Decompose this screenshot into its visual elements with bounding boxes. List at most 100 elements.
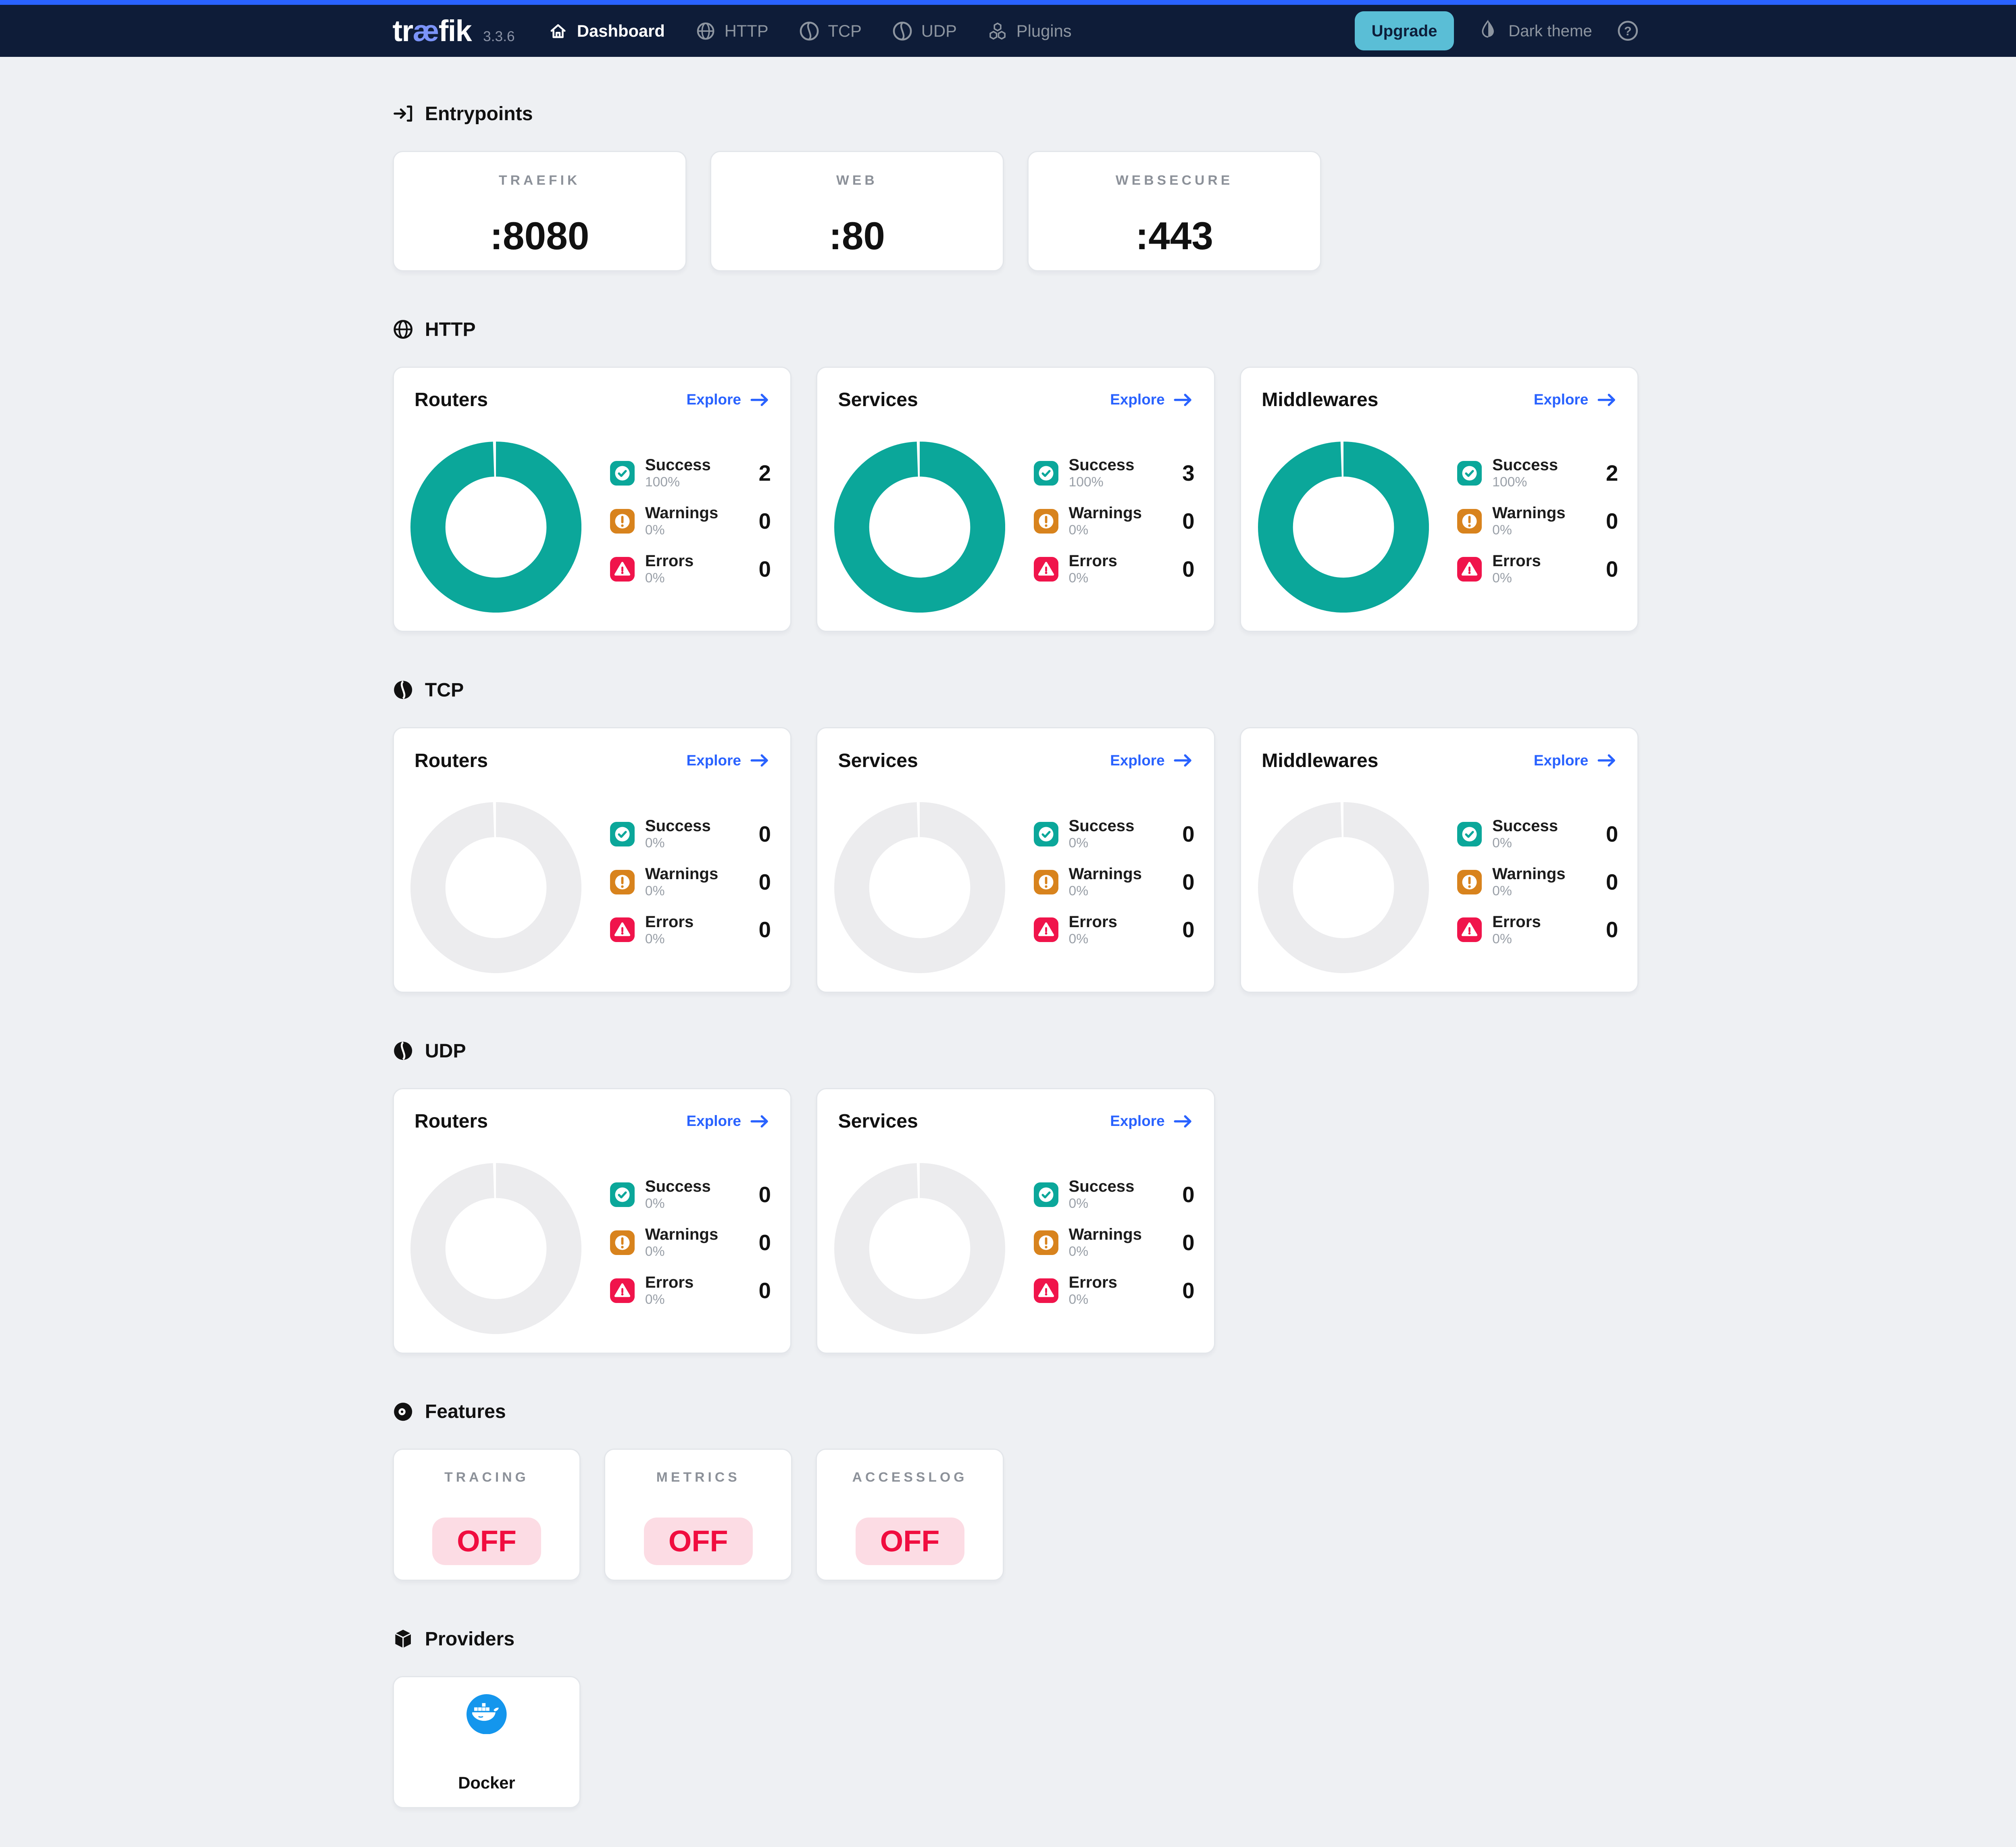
warnings-stat: Warnings 0% 0	[1033, 504, 1195, 539]
explore-link[interactable]: Explore	[1110, 1113, 1193, 1130]
dark-theme-toggle[interactable]: Dark theme	[1479, 19, 1592, 43]
feature-card-metrics: METRICS OFF	[604, 1449, 793, 1581]
section-features: Features TRACING OFF METRICS OFF ACCESSL…	[392, 1400, 1639, 1581]
provider-card-docker[interactable]: Docker	[392, 1676, 581, 1808]
warning-icon	[1033, 509, 1058, 534]
errors-stat: Errors 0% 0	[1457, 552, 1618, 587]
stat-value: 0	[758, 1230, 771, 1255]
nav-item-plugins[interactable]: Plugins	[988, 21, 1072, 41]
entrypoint-port: :80	[829, 215, 885, 258]
success-icon	[1457, 461, 1482, 486]
success-icon	[610, 821, 635, 846]
entrypoint-port: :8080	[489, 215, 589, 258]
feature-card-accesslog: ACCESSLOG OFF	[816, 1449, 1004, 1581]
arrow-right-icon	[750, 393, 768, 406]
version-label: 3.3.6	[483, 28, 515, 44]
feature-name: ACCESSLOG	[852, 1469, 968, 1485]
explore-link[interactable]: Explore	[687, 752, 770, 769]
entrypoint-port: :443	[1135, 215, 1214, 258]
navbar: træfik 3.3.6 Dashboard HTTP TCP UDP	[0, 0, 2016, 57]
nav-item-dashboard[interactable]: Dashboard	[548, 21, 665, 41]
warning-icon	[610, 1230, 635, 1255]
stat-value: 0	[758, 1278, 771, 1303]
stat-value: 0	[1606, 509, 1618, 534]
explore-link[interactable]: Explore	[1534, 752, 1617, 769]
warning-icon	[1033, 1230, 1058, 1255]
success-stat: Success 0% 0	[1457, 817, 1618, 852]
explore-link[interactable]: Explore	[1534, 391, 1617, 408]
warning-icon	[610, 509, 635, 534]
warnings-stat: Warnings 0% 0	[1033, 865, 1195, 900]
errors-stat: Errors 0% 0	[1033, 552, 1195, 587]
logo-wordmark: træfik	[392, 14, 472, 48]
stat-value: 0	[758, 917, 771, 942]
warnings-stat: Warnings 0% 0	[610, 1225, 771, 1260]
success-icon	[1457, 821, 1482, 846]
error-icon	[1457, 557, 1482, 582]
package-box-icon	[393, 1628, 413, 1649]
entrypoint-name: WEB	[836, 173, 878, 188]
hexagons-icon	[988, 21, 1007, 41]
entrypoint-card-traefik[interactable]: TRAEFIK :8080	[392, 151, 687, 271]
stat-value: 0	[758, 509, 771, 534]
warnings-stat: Warnings 0% 0	[610, 504, 771, 539]
entrypoint-card-websecure[interactable]: WEBSECURE :443	[1027, 151, 1322, 271]
stat-value: 0	[758, 557, 771, 582]
success-stat: Success 0% 0	[610, 817, 771, 852]
arrow-right-icon	[1174, 1115, 1192, 1128]
tcp-routers-card: Routers Explore Success 0% 0 Warnings 0% 0	[392, 727, 792, 993]
provider-name: Docker	[458, 1773, 515, 1792]
warning-icon	[1033, 869, 1058, 894]
card-title: Middlewares	[1262, 749, 1379, 771]
explore-link[interactable]: Explore	[1110, 752, 1193, 769]
stat-value: 0	[1182, 821, 1195, 846]
stat-value: 0	[758, 869, 771, 894]
success-stat: Success 100% 2	[610, 456, 771, 491]
nav-item-udp[interactable]: UDP	[893, 21, 957, 41]
stat-value: 0	[1182, 1230, 1195, 1255]
arrow-right-icon	[1597, 393, 1615, 406]
arrow-right-icon	[1597, 754, 1615, 767]
arrow-right-icon	[1174, 393, 1192, 406]
udp-routers-card: Routers Explore Success 0% 0 Warnings 0% 0	[392, 1088, 792, 1354]
main-nav: Dashboard HTTP TCP UDP Plugins	[548, 21, 1072, 41]
nav-item-tcp[interactable]: TCP	[800, 21, 862, 41]
protocol-icon	[893, 21, 912, 41]
traefik-logo[interactable]: træfik 3.3.6	[393, 16, 515, 46]
status-badge: OFF	[644, 1517, 753, 1566]
upgrade-button[interactable]: Upgrade	[1354, 11, 1454, 51]
nav-item-http[interactable]: HTTP	[696, 21, 768, 41]
explore-link[interactable]: Explore	[687, 391, 770, 408]
globe-icon	[696, 21, 715, 41]
success-stat: Success 100% 3	[1033, 456, 1195, 491]
success-icon	[610, 1182, 635, 1207]
dark-theme-label: Dark theme	[1508, 21, 1592, 40]
error-icon	[1033, 557, 1058, 582]
help-icon[interactable]: ?	[1617, 20, 1639, 42]
stat-value: 0	[758, 1182, 771, 1207]
stat-value: 0	[1182, 1182, 1195, 1207]
stat-value: 0	[1606, 917, 1618, 942]
arrow-right-icon	[1174, 754, 1192, 767]
feature-name: METRICS	[656, 1469, 740, 1485]
contrast-droplet-icon	[1479, 19, 1498, 43]
explore-link[interactable]: Explore	[1110, 391, 1193, 408]
success-icon	[1033, 821, 1058, 846]
errors-stat: Errors 0% 0	[610, 552, 771, 587]
errors-stat: Errors 0% 0	[610, 1273, 771, 1308]
explore-link[interactable]: Explore	[687, 1113, 770, 1130]
card-title: Services	[838, 1110, 918, 1132]
success-stat: Success 0% 0	[1033, 817, 1195, 852]
donut-chart	[410, 441, 582, 613]
section-title: Providers	[425, 1628, 515, 1650]
success-icon	[1033, 461, 1058, 486]
entrypoint-card-web[interactable]: WEB :80	[710, 151, 1004, 271]
feature-name: TRACING	[444, 1469, 529, 1485]
tcp-middlewares-card: Middlewares Explore Success 0% 0 Warnings…	[1239, 727, 1639, 993]
stat-value: 0	[1182, 557, 1195, 582]
tcp-services-card: Services Explore Success 0% 0 Warnings 0% …	[816, 727, 1215, 993]
feature-card-tracing: TRACING OFF	[392, 1449, 581, 1581]
http-routers-card: Routers Explore Success 100% 2 Warnings 0%…	[392, 366, 792, 632]
svg-text:?: ?	[1624, 25, 1632, 38]
section-tcp: TCP Routers Explore Success 0% 0	[392, 679, 1639, 993]
